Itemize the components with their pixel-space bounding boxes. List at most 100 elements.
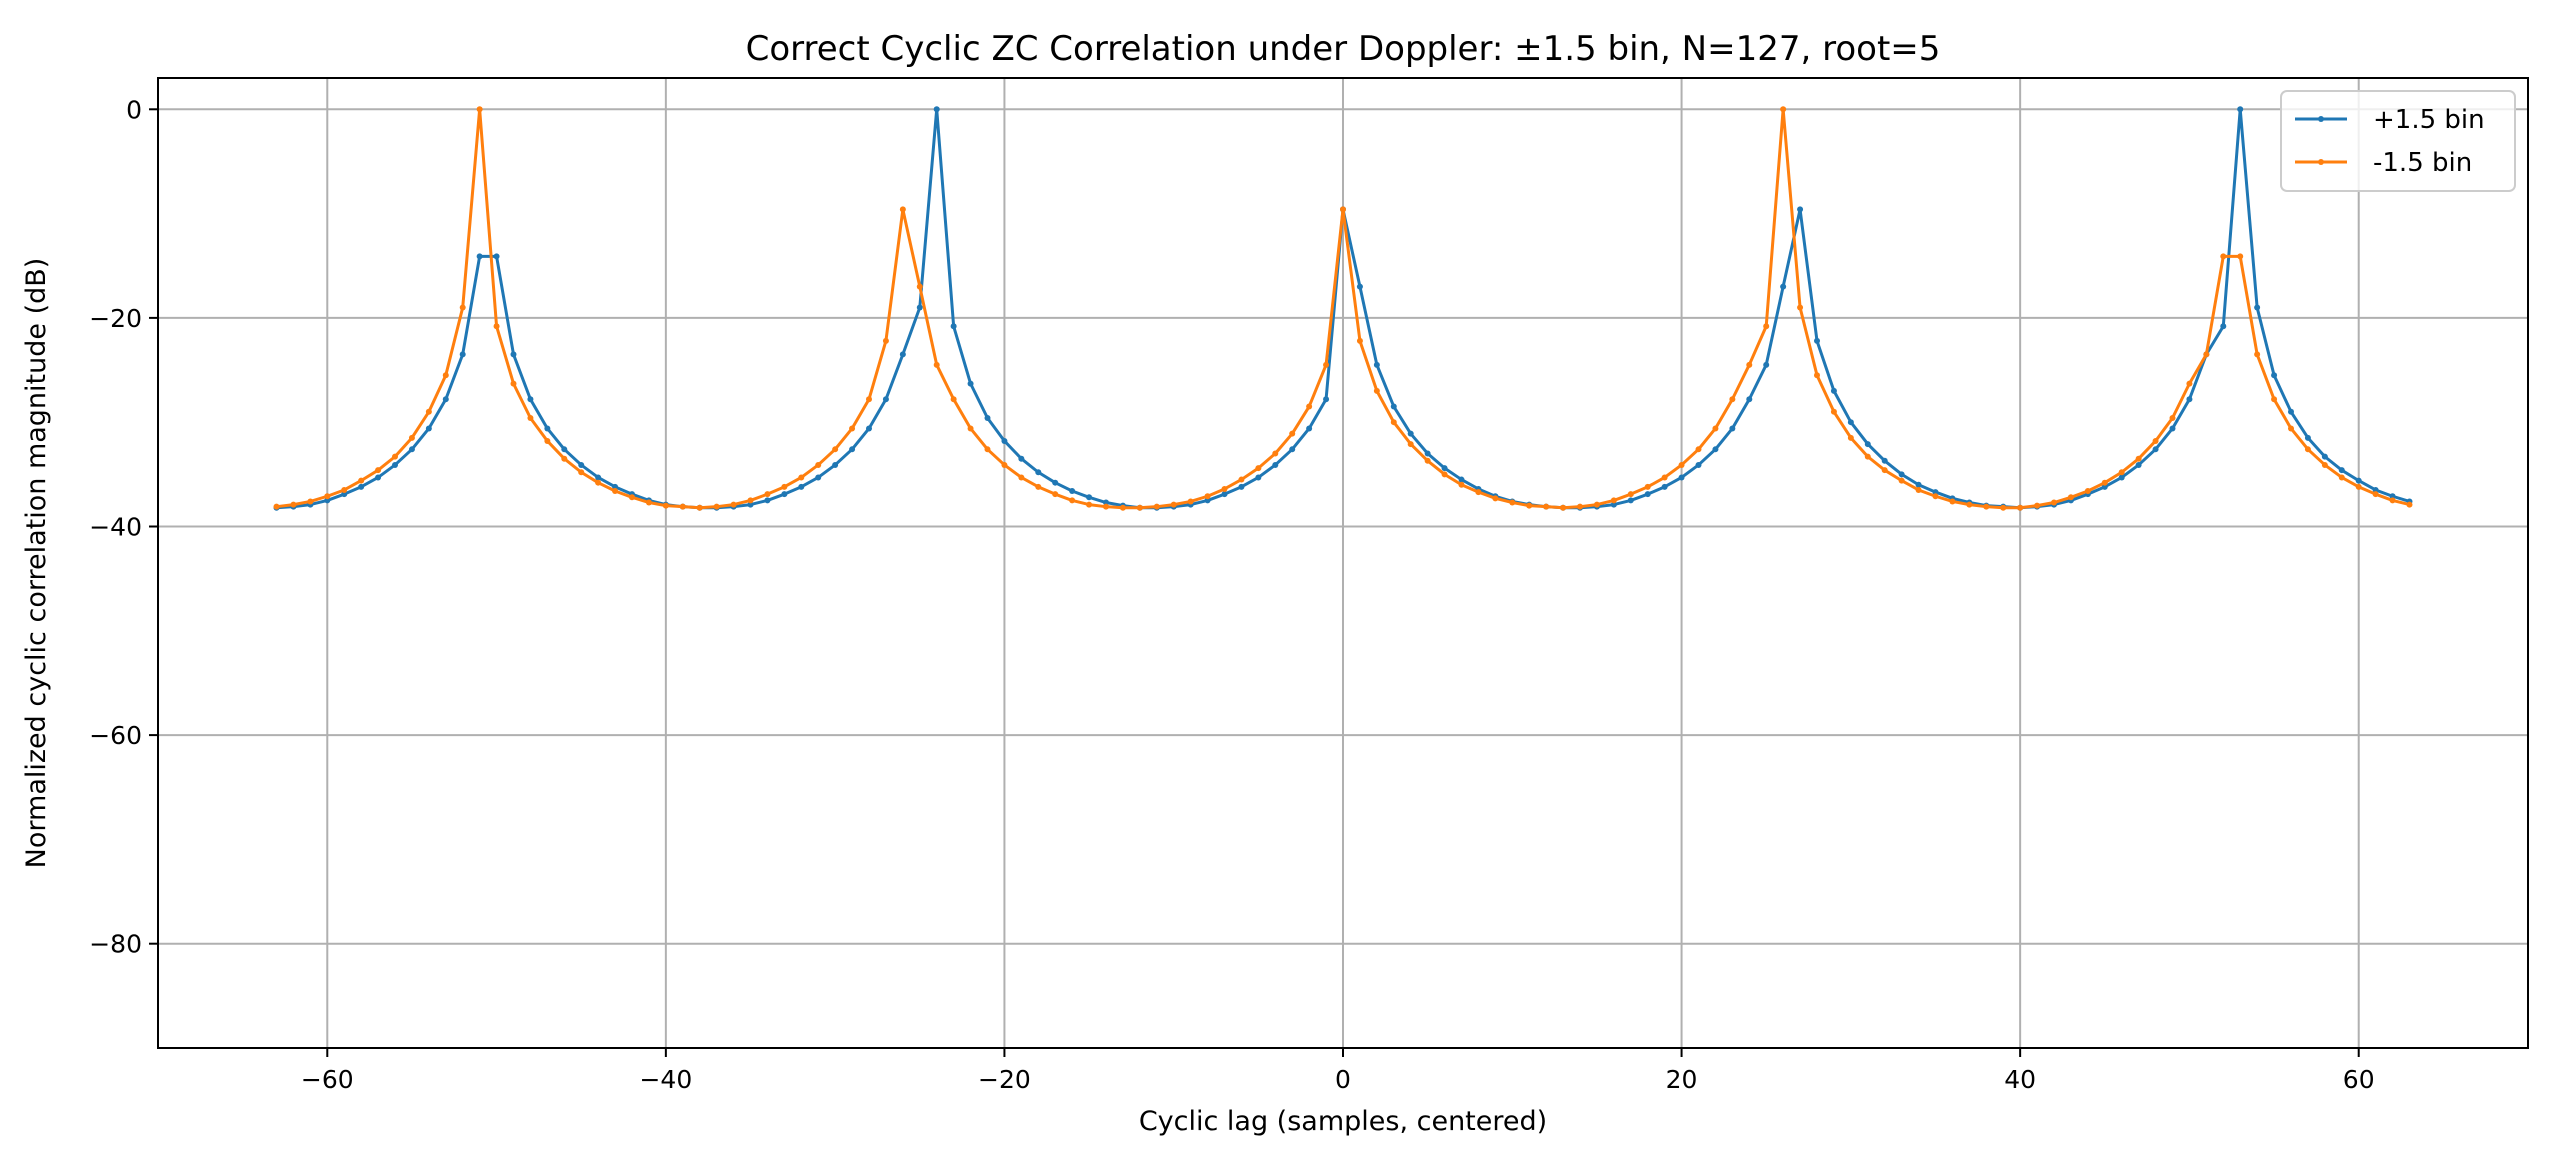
data-point [1610, 497, 1617, 504]
data-point [2118, 469, 2125, 476]
data-point [933, 361, 940, 368]
data-point [561, 455, 568, 462]
legend: +1.5 bin -1.5 bin [2280, 90, 2516, 192]
data-point [1864, 453, 1871, 460]
data-point [1221, 485, 1228, 492]
data-point [2389, 497, 2396, 504]
data-point [1069, 488, 1076, 495]
data-point [1830, 387, 1837, 394]
data-point [493, 253, 500, 260]
data-point [1289, 430, 1296, 437]
data-point [1610, 501, 1617, 508]
data-point [713, 503, 720, 510]
data-point [1424, 457, 1431, 464]
data-point [2017, 504, 2024, 511]
data-point [1255, 474, 1262, 481]
data-point [747, 497, 754, 504]
data-point [1306, 425, 1313, 432]
data-point [1560, 504, 1567, 511]
data-point [2338, 474, 2345, 481]
data-point [1543, 503, 1550, 510]
data-point [950, 396, 957, 403]
x-tick-label: 60 [2343, 1065, 2375, 1094]
data-point [798, 474, 805, 481]
data-point [1356, 337, 1363, 344]
data-point [1678, 474, 1685, 481]
data-point [1289, 446, 1296, 453]
data-point [832, 446, 839, 453]
data-point [595, 474, 602, 481]
data-point [1153, 503, 1160, 510]
data-point [2304, 446, 2311, 453]
data-point [1323, 361, 1330, 368]
data-point [1475, 489, 1482, 496]
legend-item: +1.5 bin [2295, 105, 2485, 135]
data-point [2321, 453, 2328, 460]
data-point [2237, 106, 2244, 113]
data-point [2288, 408, 2294, 415]
data-point [1627, 497, 1634, 504]
y-axis-label: Normalized cyclic correlation magnitude … [21, 258, 52, 869]
data-point [527, 396, 534, 403]
data-point [882, 337, 889, 344]
data-point [815, 474, 822, 481]
data-point [629, 494, 635, 501]
data-point [2254, 304, 2261, 311]
data-point [561, 446, 568, 453]
data-point [476, 106, 483, 113]
data-point [899, 206, 906, 213]
data-point [645, 499, 652, 506]
legend-item: -1.5 bin [2295, 148, 2472, 178]
data-point [375, 467, 382, 474]
chart-title: Correct Cyclic ZC Correlation under Dopp… [746, 29, 1941, 69]
data-point [679, 503, 686, 510]
data-point [2084, 488, 2091, 495]
data-point [1272, 461, 1279, 468]
data-point [2000, 504, 2007, 511]
data-point [1069, 497, 1076, 504]
grid [158, 78, 2528, 1048]
data-point [1814, 372, 1820, 379]
data-point [764, 491, 771, 498]
data-point [882, 396, 889, 403]
legend-marker [2318, 159, 2324, 165]
data-point [1255, 465, 1262, 472]
data-point [1847, 419, 1854, 426]
data-point [1221, 491, 1228, 498]
data-point [1373, 387, 1380, 394]
data-point [392, 461, 398, 468]
data-point [1458, 476, 1465, 483]
data-point [2186, 380, 2193, 387]
data-point [849, 446, 856, 453]
data-point [1238, 483, 1245, 490]
data-point [341, 491, 348, 498]
data-point [1966, 501, 1973, 508]
data-point [781, 491, 788, 498]
data-point [1593, 501, 1600, 508]
data-point [1373, 361, 1380, 368]
x-axis-label: Cyclic lag (samples, centered) [1139, 1106, 1547, 1137]
data-point [1390, 403, 1397, 410]
data-point [1695, 446, 1702, 453]
data-point [2271, 372, 2278, 379]
data-point [1644, 483, 1651, 490]
data-point [1492, 495, 1499, 502]
data-point [1018, 474, 1025, 481]
data-point [2220, 323, 2227, 330]
data-point [2220, 253, 2227, 260]
data-point [375, 474, 382, 481]
data-point [1204, 497, 1211, 504]
x-tick-label: 0 [1335, 1065, 1351, 1094]
data-point [1204, 493, 1211, 500]
data-point [612, 488, 619, 495]
data-point [1678, 461, 1685, 468]
y-tick-label: −60 [89, 721, 142, 750]
data-point [2186, 396, 2193, 403]
data-point [866, 425, 872, 432]
series-minus-1-5-bin [273, 106, 2413, 511]
data-point [1746, 396, 1753, 403]
data-point [476, 253, 483, 260]
x-tick-label: −40 [639, 1065, 692, 1094]
data-point [1949, 498, 1956, 505]
data-point [1086, 494, 1093, 501]
